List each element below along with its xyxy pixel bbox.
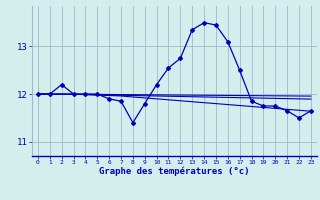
X-axis label: Graphe des températures (°c): Graphe des températures (°c): [99, 167, 250, 176]
